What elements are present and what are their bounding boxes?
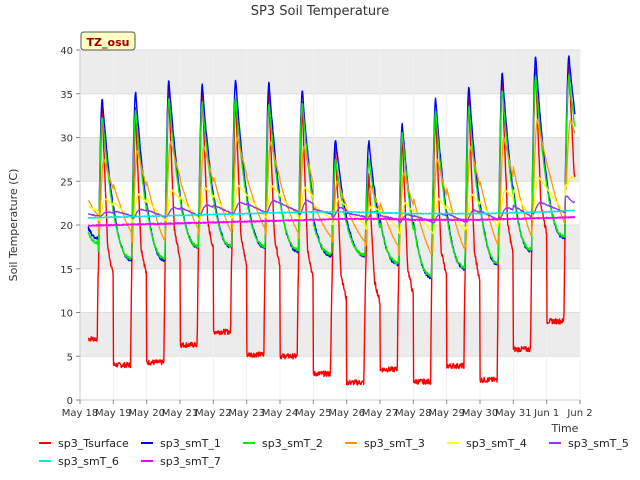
series-line-sp3_smT_5 [87, 195, 576, 224]
y-tick-label: 35 [60, 90, 73, 101]
legend-item-sp3_smT_6: sp3_smT_6 [39, 455, 119, 468]
x-tick-label: May 30 [462, 408, 499, 419]
series-sp3_smT_2 [87, 74, 576, 278]
legend-label: sp3_smT_7 [160, 455, 221, 468]
y-tick-label: 0 [67, 396, 73, 407]
annotation-label: TZ_osu [87, 36, 130, 49]
x-tick-label: Jun 1 [533, 408, 559, 419]
legend-item-sp3_Tsurface: sp3_Tsurface [39, 437, 129, 450]
x-tick-label: Jun 2 [566, 408, 592, 419]
series-sp3_smT_7 [87, 216, 576, 227]
legend-item-sp3_smT_4: sp3_smT_4 [447, 437, 527, 450]
y-tick-label: 25 [60, 177, 73, 188]
x-tick-label: May 29 [428, 408, 465, 419]
series-line-sp3_smT_7 [87, 216, 576, 227]
grid-band [80, 137, 580, 182]
chart-title: SP3 Soil Temperature [251, 4, 389, 19]
legend-label: sp3_Tsurface [58, 437, 129, 450]
x-axis-label: Time [551, 422, 579, 435]
grid-band [80, 312, 580, 357]
series-sp3_smT_3 [87, 118, 576, 257]
x-tick-label: May 21 [162, 408, 199, 419]
y-tick-label: 15 [60, 265, 73, 276]
x-tick-label: May 22 [195, 408, 232, 419]
series-sp3_smT_6 [87, 209, 576, 219]
legend-item-sp3_smT_3: sp3_smT_3 [345, 437, 425, 450]
legend-label: sp3_smT_5 [568, 437, 629, 450]
y-tick-label: 20 [60, 221, 73, 232]
x-tick-label: May 31 [495, 408, 532, 419]
y-tick-label: 10 [60, 309, 73, 320]
legend-label: sp3_smT_6 [58, 455, 119, 468]
y-axis-label: Soil Temperature (C) [7, 169, 20, 282]
legend-item-sp3_smT_5: sp3_smT_5 [549, 437, 629, 450]
series-layer [87, 55, 576, 386]
grid-band [80, 50, 580, 94]
legend-label: sp3_smT_3 [364, 437, 425, 450]
legend-label: sp3_smT_4 [466, 437, 527, 450]
legend-label: sp3_smT_2 [262, 437, 323, 450]
x-tick-label: May 27 [362, 408, 399, 419]
x-tick-label: May 24 [262, 408, 299, 419]
legend-item-sp3_smT_2: sp3_smT_2 [243, 437, 323, 450]
x-tick-label: May 18 [62, 408, 99, 419]
x-tick-label: May 28 [395, 408, 432, 419]
legend-label: sp3_smT_1 [160, 437, 221, 450]
annotation-box: TZ_osu [80, 31, 136, 51]
series-line-sp3_smT_2 [87, 74, 576, 278]
y-tick-label: 5 [67, 352, 73, 363]
x-tick-label: May 20 [128, 408, 165, 419]
y-tick-label: 40 [60, 46, 73, 57]
series-line-sp3_smT_6 [87, 209, 576, 219]
legend-item-sp3_smT_1: sp3_smT_1 [141, 437, 221, 450]
x-tick-label: May 25 [295, 408, 332, 419]
series-sp3_smT_5 [87, 195, 576, 224]
legend-item-sp3_smT_7: sp3_smT_7 [141, 455, 221, 468]
x-tick-label: May 23 [228, 408, 265, 419]
series-line-sp3_smT_3 [87, 118, 576, 257]
legend: sp3_Tsurface sp3_smT_1 sp3_smT_2 sp3_smT_3 s… [39, 437, 629, 468]
y-tick-label: 30 [60, 134, 73, 145]
x-tick-label: May 19 [95, 408, 132, 419]
x-tick-label: May 26 [328, 408, 365, 419]
